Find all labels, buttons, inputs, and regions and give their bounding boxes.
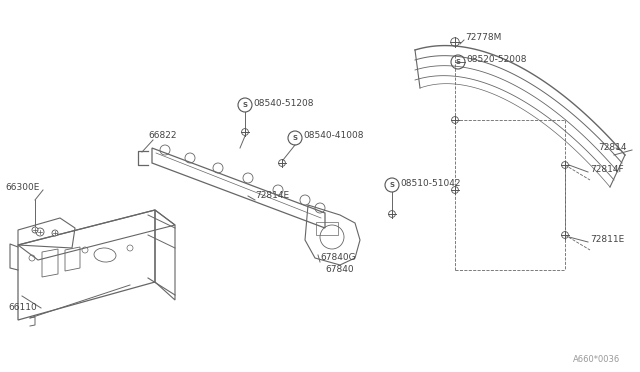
- Text: 72814E: 72814E: [255, 192, 289, 201]
- Text: 08540-41008: 08540-41008: [303, 131, 364, 141]
- Circle shape: [36, 228, 44, 236]
- Text: S: S: [292, 135, 298, 141]
- Text: 08510-51042: 08510-51042: [400, 179, 461, 187]
- Text: 67840G: 67840G: [320, 253, 356, 263]
- Circle shape: [32, 227, 38, 233]
- Text: 66300E: 66300E: [5, 183, 40, 192]
- Text: 72811E: 72811E: [590, 235, 624, 244]
- Text: 08520-52008: 08520-52008: [466, 55, 527, 64]
- Circle shape: [52, 230, 58, 236]
- Text: S: S: [456, 59, 461, 65]
- Text: 72778M: 72778M: [465, 33, 501, 42]
- Text: 72814F: 72814F: [590, 166, 623, 174]
- Text: S: S: [390, 182, 394, 188]
- Text: S: S: [243, 102, 248, 108]
- Text: 67840: 67840: [325, 266, 354, 275]
- Text: A660*0036: A660*0036: [573, 355, 620, 364]
- Text: 66110: 66110: [8, 304, 36, 312]
- Text: 08540-51208: 08540-51208: [253, 99, 314, 108]
- Text: 66822: 66822: [148, 131, 177, 140]
- Text: 72814: 72814: [598, 144, 627, 153]
